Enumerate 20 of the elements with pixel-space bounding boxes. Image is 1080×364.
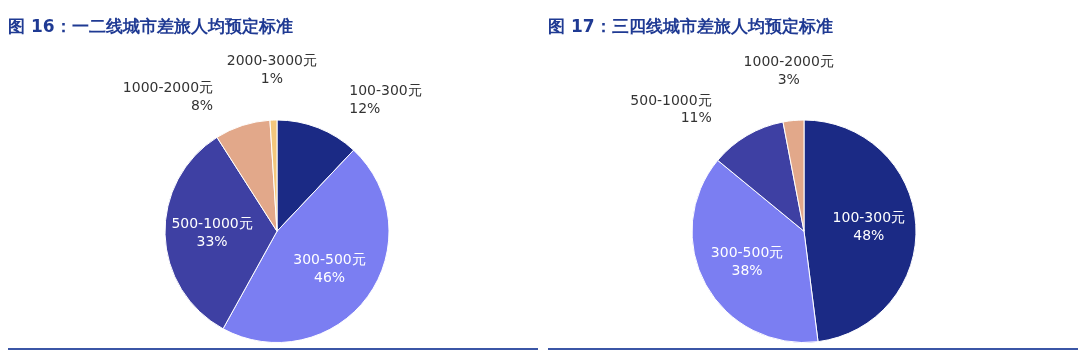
chart-title: 图 16：一二线城市差旅人均预定标准 <box>8 8 538 45</box>
slice-label: 300-500元 <box>293 250 366 267</box>
data-label: 1% <box>260 70 284 86</box>
slice-label: 100-300元 <box>349 81 422 98</box>
slice-label: 2000-3000元 <box>226 52 318 69</box>
data-label: 38% <box>731 261 763 278</box>
data-label: 33% <box>196 232 228 249</box>
slice-label: 100-300元 <box>832 208 906 225</box>
data-label: 12% <box>349 99 381 116</box>
data-label: 48% <box>853 226 885 243</box>
data-label: 3% <box>777 70 800 87</box>
slice-label: 500-1000元 <box>630 91 712 108</box>
chart-title: 图 17：三四线城市差旅人均预定标准 <box>548 8 1078 45</box>
data-label: 46% <box>314 268 346 285</box>
data-label: 8% <box>190 96 214 113</box>
slice-label: 300-500元 <box>710 244 784 261</box>
slice-label: 1000-2000元 <box>122 78 214 95</box>
slice-label: 1000-2000元 <box>743 52 834 69</box>
slice-label: 500-1000元 <box>171 215 253 231</box>
data-label: 11% <box>680 109 712 126</box>
